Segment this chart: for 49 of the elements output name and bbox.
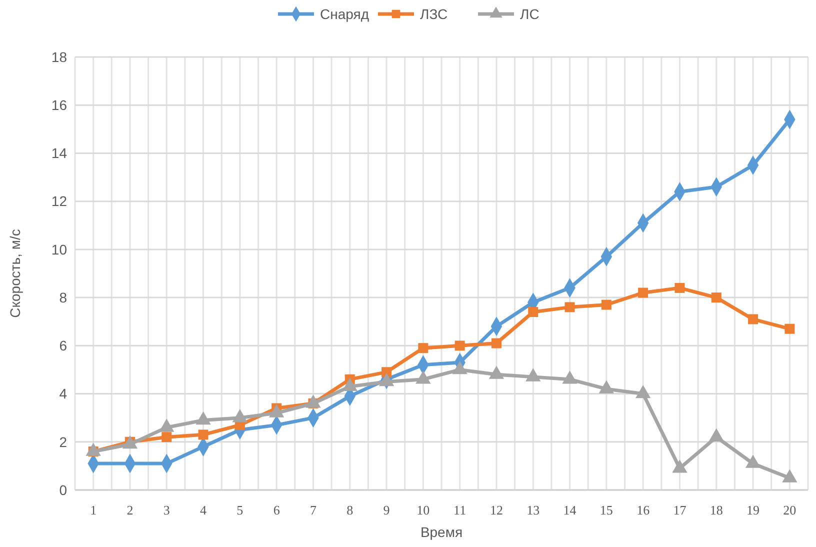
point bbox=[162, 432, 172, 442]
x-tick-label: 13 bbox=[526, 502, 540, 518]
point bbox=[711, 292, 722, 303]
x-tick-label: 12 bbox=[490, 502, 503, 518]
x-axis-title: Время bbox=[420, 524, 463, 540]
x-tick-label: 20 bbox=[783, 502, 796, 518]
point bbox=[564, 302, 575, 312]
x-tick-label: 5 bbox=[236, 502, 244, 518]
y-tick-label: 0 bbox=[59, 482, 68, 498]
point bbox=[382, 367, 392, 378]
y-tick-label: 18 bbox=[51, 48, 68, 65]
y-tick-label: 12 bbox=[51, 193, 68, 210]
x-tick-label: 4 bbox=[200, 502, 208, 518]
point bbox=[638, 288, 648, 298]
y-axis-title: Скорость, м/с bbox=[7, 229, 23, 318]
point bbox=[454, 340, 465, 351]
x-tick-label: 16 bbox=[636, 502, 650, 518]
point bbox=[601, 300, 612, 310]
x-tick-label: 11 bbox=[454, 502, 466, 518]
x-tick-label: 19 bbox=[746, 502, 760, 518]
y-tick-label: 8 bbox=[59, 289, 68, 306]
x-tick-label: 1 bbox=[90, 502, 97, 518]
point bbox=[784, 324, 795, 334]
point bbox=[748, 314, 758, 324]
y-tick-label: 4 bbox=[59, 386, 68, 402]
x-tick-label: 14 bbox=[563, 502, 577, 518]
y-tick-label: 2 bbox=[59, 434, 68, 450]
legend-label: Снаряд bbox=[320, 6, 370, 22]
x-tick-label: 2 bbox=[126, 502, 134, 518]
x-tick-label: 7 bbox=[310, 502, 317, 518]
x-tick-label: 15 bbox=[600, 502, 613, 518]
y-tick-label: 16 bbox=[51, 97, 68, 114]
y-tick-label: 6 bbox=[59, 338, 68, 354]
point bbox=[198, 430, 208, 440]
y-tick-label: 10 bbox=[51, 241, 68, 258]
point bbox=[418, 343, 428, 354]
x-tick-label: 8 bbox=[346, 502, 354, 518]
legend-label: ЛС bbox=[520, 6, 540, 22]
point bbox=[491, 338, 502, 348]
x-tick-label: 6 bbox=[273, 502, 280, 518]
x-tick-label: 18 bbox=[710, 502, 723, 518]
x-tick-label: 9 bbox=[383, 502, 390, 518]
x-tick-label: 3 bbox=[163, 502, 170, 518]
point bbox=[674, 282, 685, 293]
legend-label: ЛЗС bbox=[420, 6, 448, 22]
x-tick-label: 17 bbox=[673, 502, 687, 518]
point bbox=[528, 306, 538, 317]
x-tick-label: 10 bbox=[416, 502, 430, 518]
y-tick-label: 14 bbox=[51, 145, 68, 162]
